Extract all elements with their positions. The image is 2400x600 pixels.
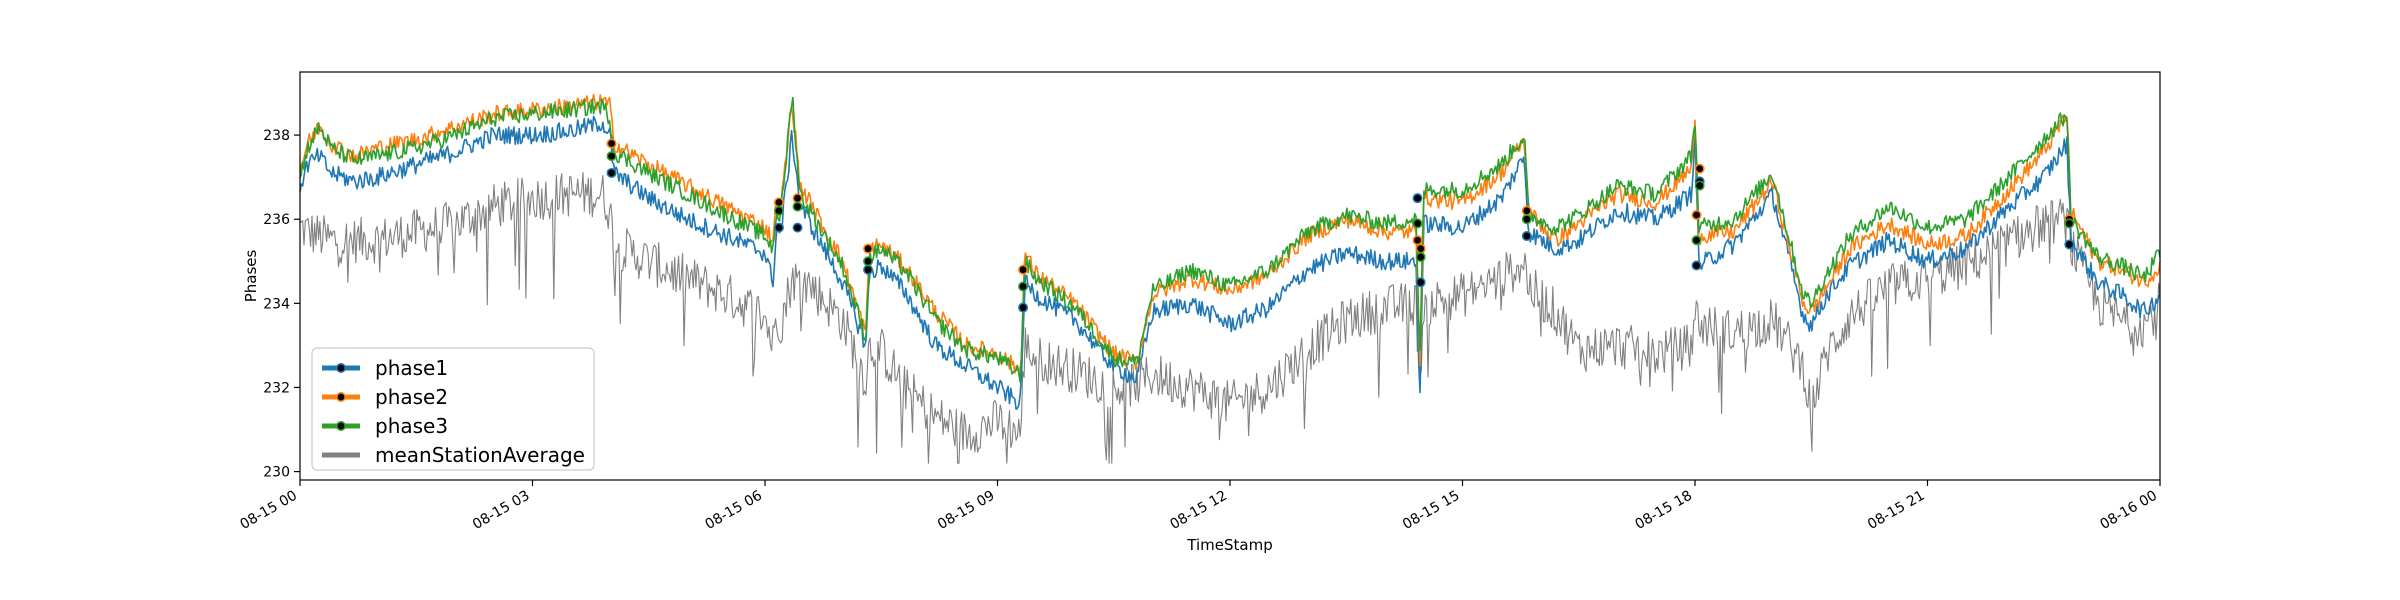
x-tick-label: 08-16 00 [2097, 488, 2160, 533]
marker-phase1 [1521, 231, 1532, 242]
series-line-meanStationAverage [299, 171, 2161, 464]
x-tick-label: 08-15 06 [702, 488, 765, 533]
marker-phase3 [1691, 235, 1702, 246]
legend-label-phase3: phase3 [375, 414, 448, 438]
marker-phase3 [1018, 281, 1029, 292]
legend-box [311, 347, 595, 471]
x-tick-label: 08-15 12 [1167, 488, 1230, 533]
y-tick-label: 230 [263, 465, 290, 481]
x-tick-label: 08-15 03 [470, 488, 533, 533]
marker-phase2 [1521, 205, 1532, 216]
y-tick-label: 232 [263, 380, 290, 396]
legend-marker-phase2 [335, 391, 346, 402]
marker-phase1 [863, 264, 874, 275]
marker-phase3 [1412, 218, 1423, 229]
marker-phase3 [773, 205, 784, 216]
marker-layer [606, 138, 2075, 313]
x-tick-label: 08-15 09 [935, 488, 998, 533]
marker-phase2 [606, 138, 617, 149]
marker-phase2 [863, 243, 874, 254]
legend-marker-phase3 [335, 420, 346, 431]
marker-phase3 [1521, 214, 1532, 225]
y-tick-label: 238 [263, 128, 290, 144]
marker-phase3 [606, 151, 617, 162]
x-tick-label: 08-15 00 [237, 488, 300, 533]
marker-phase3 [863, 256, 874, 267]
legend-marker-phase1 [335, 362, 346, 373]
legend-label-meanStationAverage: meanStationAverage [375, 443, 585, 467]
marker-phase3 [2064, 218, 2075, 229]
marker-phase2 [1412, 235, 1423, 246]
marker-phase3 [1694, 180, 1705, 191]
x-axis-label: TimeStamp [1186, 536, 1272, 554]
y-axis: 230 232 234 236 238 [263, 128, 300, 481]
marker-phase1 [1415, 277, 1426, 288]
legend: phase1 phase2 phase3 meanStationAverage [311, 347, 595, 471]
series-layer [299, 93, 2161, 464]
legend-label-phase2: phase2 [375, 385, 448, 409]
x-tick-label: 08-15 15 [1400, 488, 1463, 533]
x-axis: 08-15 00 08-15 03 08-15 06 08-15 09 08-15 12… [237, 480, 2161, 533]
marker-phase1 [1691, 260, 1702, 271]
marker-phase1 [1018, 302, 1029, 313]
x-tick-label: 08-15 18 [1632, 488, 1695, 533]
x-tick-label: 08-15 21 [1865, 488, 1928, 533]
marker-phase3 [1415, 252, 1426, 263]
y-tick-label: 234 [263, 296, 290, 312]
marker-phase1 [792, 222, 803, 233]
marker-phase1 [2064, 239, 2075, 250]
marker-phase2 [1691, 210, 1702, 221]
marker-phase2 [792, 193, 803, 204]
marker-phase2 [1415, 243, 1426, 254]
marker-phase1 [1412, 193, 1423, 204]
y-axis-label: Phases [242, 250, 260, 303]
marker-phase2 [1694, 163, 1705, 174]
marker-phase2 [1018, 264, 1029, 275]
y-tick-label: 236 [263, 212, 290, 228]
series-line-phase3 [299, 96, 2161, 383]
marker-phase1 [606, 167, 617, 178]
legend-label-phase1: phase1 [375, 356, 448, 380]
series-line-phase2 [299, 93, 2161, 374]
marker-phase1 [773, 222, 784, 233]
marker-phase3 [792, 201, 803, 212]
marker-phase2 [773, 197, 784, 208]
